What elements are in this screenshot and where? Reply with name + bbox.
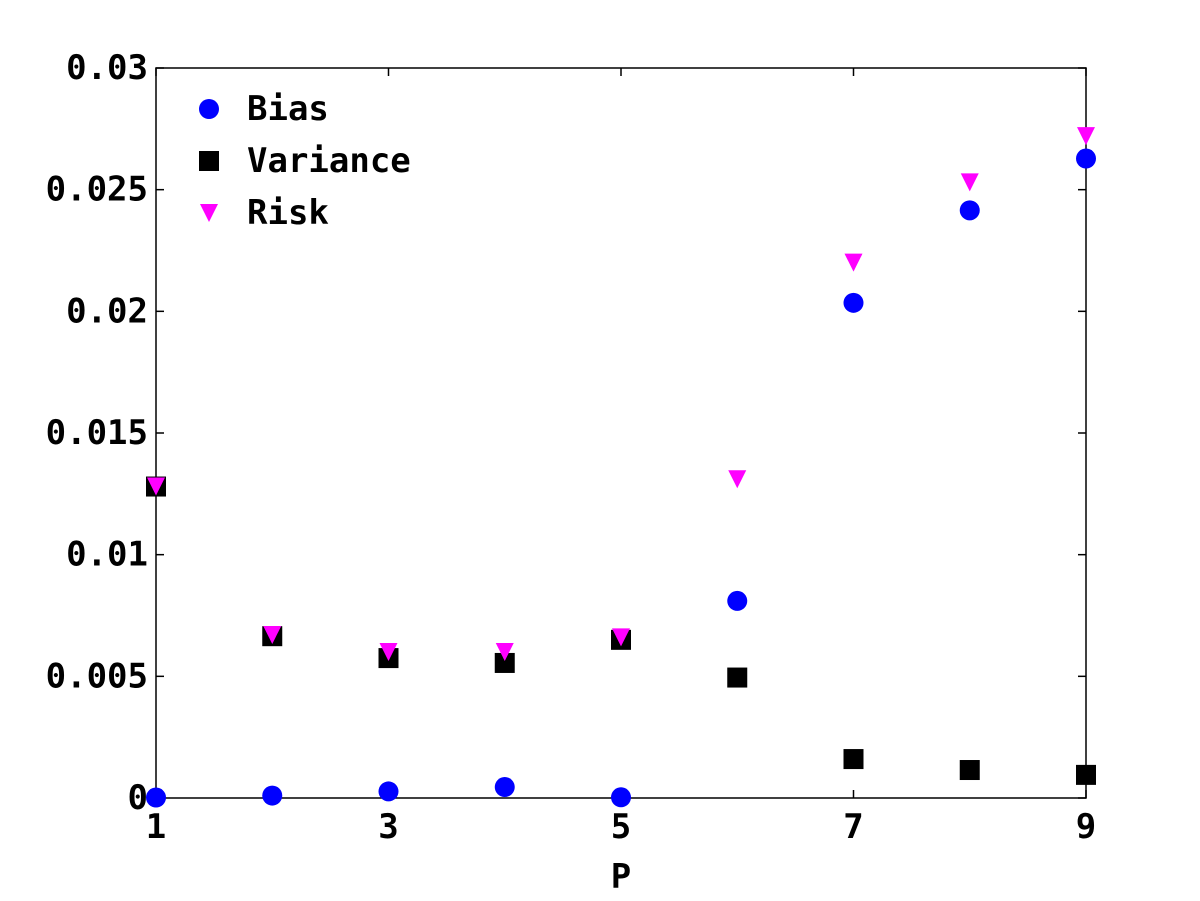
point-bias-1 bbox=[146, 787, 166, 808]
x-axis-ticks: 1 3 5 7 9 bbox=[146, 68, 1096, 847]
legend-marker-risk bbox=[200, 204, 218, 222]
point-variance-9 bbox=[1076, 764, 1096, 785]
point-risk-5 bbox=[612, 628, 630, 647]
x-tick-label: 5 bbox=[611, 807, 631, 847]
x-axis-label: P bbox=[611, 857, 631, 897]
y-tick-label: 0.005 bbox=[46, 656, 148, 696]
point-variance-7 bbox=[843, 749, 864, 770]
legend-label-bias: Bias bbox=[247, 89, 329, 129]
legend-marker-variance bbox=[199, 151, 219, 171]
point-bias-3 bbox=[378, 781, 399, 802]
point-bias-6 bbox=[727, 590, 748, 611]
x-tick-label: 1 bbox=[146, 807, 166, 847]
legend: Bias Variance Risk bbox=[199, 89, 411, 233]
series-risk bbox=[147, 127, 1095, 661]
point-variance-8 bbox=[959, 760, 980, 781]
y-tick-label: 0.015 bbox=[46, 413, 148, 453]
legend-label-variance: Variance bbox=[247, 141, 411, 181]
point-risk-6 bbox=[728, 470, 747, 489]
y-tick-label: 0 bbox=[128, 778, 148, 818]
point-risk-9 bbox=[1077, 127, 1095, 146]
point-risk-3 bbox=[379, 643, 398, 661]
y-axis-ticks: 0 0.005 0.01 0.015 0.02 0.025 0.03 bbox=[46, 48, 1086, 818]
x-tick-label: 3 bbox=[378, 807, 398, 847]
x-tick-label: 7 bbox=[843, 807, 863, 847]
point-bias-4 bbox=[494, 777, 515, 798]
point-risk-2 bbox=[263, 625, 282, 644]
point-bias-5 bbox=[611, 787, 631, 808]
data-marks bbox=[146, 127, 1096, 808]
y-tick-label: 0.01 bbox=[66, 535, 148, 575]
point-risk-4 bbox=[495, 643, 514, 661]
point-variance-6 bbox=[727, 667, 748, 688]
y-tick-label: 0.03 bbox=[66, 48, 148, 88]
x-tick-label: 9 bbox=[1076, 807, 1096, 847]
legend-label-risk: Risk bbox=[247, 193, 329, 233]
y-tick-label: 0.025 bbox=[46, 170, 148, 210]
point-bias-9 bbox=[1076, 148, 1096, 169]
point-bias-7 bbox=[843, 292, 864, 313]
point-risk-8 bbox=[960, 173, 979, 192]
legend-marker-bias bbox=[199, 99, 219, 119]
point-variance-4 bbox=[494, 652, 515, 673]
point-risk-7 bbox=[844, 253, 863, 272]
point-bias-8 bbox=[959, 200, 980, 221]
point-risk-1 bbox=[147, 477, 165, 496]
point-bias-2 bbox=[262, 785, 283, 806]
y-tick-label: 0.02 bbox=[66, 291, 148, 331]
series-bias bbox=[146, 148, 1096, 808]
